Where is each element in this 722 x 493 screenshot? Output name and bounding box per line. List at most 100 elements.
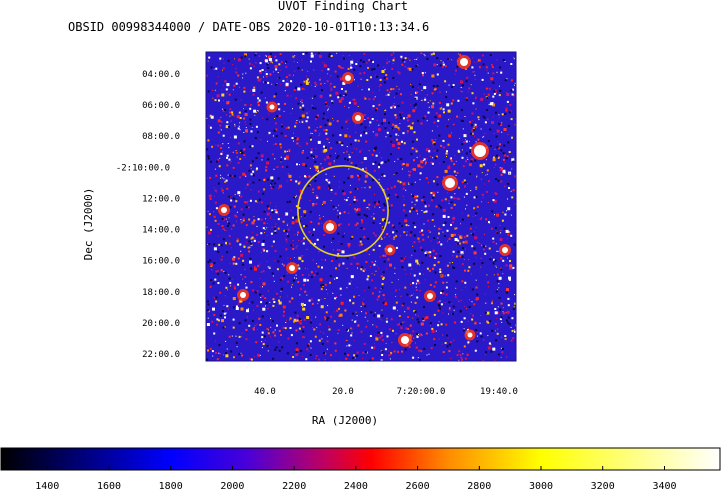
noise-pixel — [315, 270, 317, 272]
noise-pixel — [497, 147, 500, 150]
noise-pixel — [506, 155, 509, 158]
noise-pixel — [225, 179, 228, 182]
noise-pixel — [511, 93, 514, 96]
noise-pixel — [387, 258, 390, 261]
noise-pixel — [229, 136, 231, 138]
noise-pixel — [255, 125, 258, 128]
y-tick-label: 16:00.0 — [142, 257, 180, 267]
noise-pixel — [452, 216, 456, 220]
noise-pixel — [228, 235, 231, 237]
noise-pixel — [372, 178, 375, 181]
noise-pixel — [474, 349, 477, 352]
noise-pixel — [429, 100, 431, 102]
noise-pixel — [376, 298, 379, 301]
noise-pixel — [260, 78, 262, 80]
noise-pixel — [415, 282, 417, 284]
noise-pixel — [402, 209, 405, 212]
noise-pixel — [398, 128, 401, 131]
noise-pixel — [453, 170, 456, 173]
noise-pixel — [492, 158, 496, 162]
noise-pixel — [507, 134, 509, 136]
noise-pixel — [220, 152, 223, 155]
noise-pixel — [426, 120, 428, 122]
noise-pixel — [206, 74, 208, 77]
noise-pixel — [296, 120, 298, 121]
noise-pixel — [303, 80, 306, 83]
noise-pixel — [287, 126, 290, 129]
noise-pixel — [428, 106, 430, 108]
noise-pixel — [406, 117, 408, 119]
noise-pixel — [309, 184, 311, 186]
noise-pixel — [302, 255, 304, 257]
noise-pixel — [431, 74, 435, 78]
noise-pixel — [213, 296, 216, 299]
noise-pixel — [450, 201, 453, 204]
noise-pixel — [247, 208, 249, 210]
noise-pixel — [295, 136, 297, 137]
noise-pixel — [310, 319, 312, 321]
noise-pixel — [228, 217, 230, 219]
noise-pixel — [364, 316, 366, 318]
noise-pixel — [513, 58, 515, 60]
noise-pixel — [415, 289, 418, 291]
noise-pixel — [296, 142, 299, 145]
noise-pixel — [486, 96, 489, 99]
noise-pixel — [257, 97, 260, 100]
noise-pixel — [243, 154, 246, 157]
noise-pixel — [448, 134, 452, 138]
noise-pixel — [348, 168, 350, 170]
noise-pixel — [363, 131, 366, 134]
noise-pixel — [277, 103, 280, 106]
noise-pixel — [422, 99, 424, 101]
noise-pixel — [365, 132, 368, 135]
noise-pixel — [256, 131, 259, 134]
noise-pixel — [302, 330, 305, 333]
noise-pixel — [212, 282, 215, 285]
noise-pixel — [459, 255, 462, 258]
noise-pixel — [352, 312, 355, 315]
star — [326, 223, 334, 231]
noise-pixel — [388, 354, 391, 357]
noise-pixel — [367, 117, 369, 120]
noise-pixel — [390, 140, 393, 143]
noise-pixel — [207, 231, 211, 235]
noise-pixel — [495, 330, 497, 332]
noise-pixel — [375, 146, 378, 149]
noise-pixel — [218, 344, 221, 347]
noise-pixel — [374, 234, 377, 237]
noise-pixel — [383, 260, 386, 263]
noise-pixel — [375, 244, 377, 246]
noise-pixel — [386, 268, 387, 270]
noise-pixel — [216, 270, 219, 273]
noise-pixel — [496, 129, 500, 133]
noise-pixel — [252, 181, 255, 184]
noise-pixel — [468, 266, 471, 269]
noise-pixel — [226, 289, 228, 291]
noise-pixel — [491, 121, 494, 124]
noise-pixel — [291, 284, 293, 286]
noise-pixel — [457, 242, 459, 245]
noise-pixel — [418, 272, 421, 275]
noise-pixel — [224, 229, 226, 231]
noise-pixel — [402, 302, 405, 305]
noise-pixel — [412, 282, 415, 285]
noise-pixel — [420, 122, 423, 125]
noise-pixel — [244, 55, 247, 58]
noise-pixel — [237, 142, 240, 145]
noise-pixel — [382, 209, 385, 212]
noise-pixel — [400, 327, 403, 330]
noise-pixel — [350, 327, 352, 329]
noise-pixel — [375, 260, 377, 262]
noise-pixel — [325, 146, 328, 149]
noise-pixel — [480, 266, 482, 268]
noise-pixel — [275, 209, 278, 212]
noise-pixel — [494, 89, 497, 92]
noise-pixel — [408, 183, 410, 185]
noise-pixel — [407, 316, 410, 318]
noise-pixel — [309, 136, 312, 139]
noise-pixel — [495, 243, 497, 245]
noise-pixel — [303, 210, 307, 214]
noise-pixel — [333, 120, 334, 122]
noise-pixel — [386, 335, 389, 338]
noise-pixel — [437, 125, 439, 127]
